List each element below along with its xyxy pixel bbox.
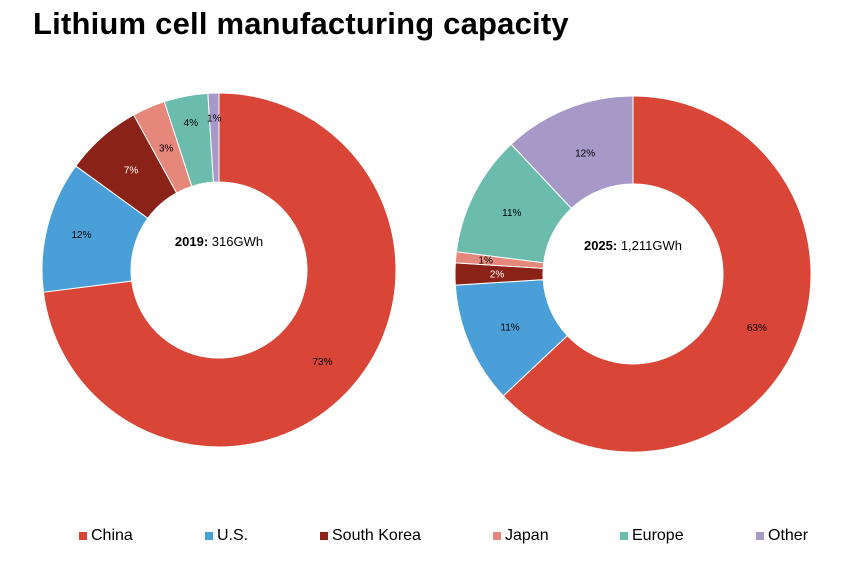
- slice-label-2019-japan: 3%: [159, 143, 174, 154]
- slice-label-2025-europe: 11%: [502, 208, 521, 219]
- slice-2019-other: [207, 92, 220, 183]
- center-label-value: 1,211GWh: [617, 238, 682, 253]
- slice-label-2025-south-korea: 2%: [490, 270, 505, 281]
- legend-swatch-europe: [620, 532, 628, 540]
- slice-label-2019-other: 1%: [207, 114, 222, 125]
- legend-item-china: China: [79, 527, 133, 545]
- legend-item-europe: Europe: [620, 527, 684, 545]
- legend-swatch-china: [79, 532, 87, 540]
- slice-label-2019-china: 73%: [313, 357, 333, 368]
- legend-item-south-korea: South Korea: [320, 527, 421, 545]
- slice-label-2025-other: 12%: [575, 149, 595, 160]
- legend-label-japan: Japan: [505, 527, 549, 544]
- chart-title: Lithium cell manufacturing capacity: [33, 6, 569, 41]
- legend-item-us: U.S.: [205, 527, 248, 545]
- legend-item-other: Other: [756, 527, 808, 545]
- legend-swatch-us: [205, 532, 213, 540]
- center-label-year: 2019:: [175, 234, 208, 249]
- legend-swatch-japan: [493, 532, 501, 540]
- slice-label-2025-japan: 1%: [478, 256, 493, 267]
- legend-label-europe: Europe: [632, 527, 684, 544]
- legend: China U.S. South Korea Japan Europe Othe…: [0, 527, 865, 549]
- legend-label-china: China: [91, 527, 133, 544]
- center-label-value: 316GWh: [208, 234, 263, 249]
- slice-2025-china: [502, 95, 812, 453]
- slice-2019-china: [42, 92, 397, 448]
- slice-2025-other: [510, 95, 634, 210]
- legend-swatch-other: [756, 532, 764, 540]
- slice-label-2019-europe: 4%: [184, 118, 199, 129]
- legend-swatch-south-korea: [320, 532, 328, 540]
- legend-label-other: Other: [768, 527, 809, 544]
- slice-label-2019-south-korea: 7%: [124, 166, 139, 177]
- slice-label-2019-u-s: 12%: [71, 230, 91, 241]
- center-label-year: 2025:: [584, 238, 617, 253]
- legend-label-south-korea: South Korea: [332, 527, 421, 544]
- center-label-2019: 2019: 316GWh: [175, 234, 263, 249]
- slice-label-2025-china: 63%: [747, 323, 767, 334]
- slice-label-2025-u-s: 11%: [500, 323, 519, 334]
- center-label-2025: 2025: 1,211GWh: [584, 238, 682, 253]
- donut-charts: 73% 12% 7% 3% 4% 1% 2019: 316GWh 63% 11% 2% 1% 11% 1…: [41, 92, 812, 453]
- legend-label-us: U.S.: [217, 527, 249, 544]
- legend-item-japan: Japan: [493, 527, 549, 545]
